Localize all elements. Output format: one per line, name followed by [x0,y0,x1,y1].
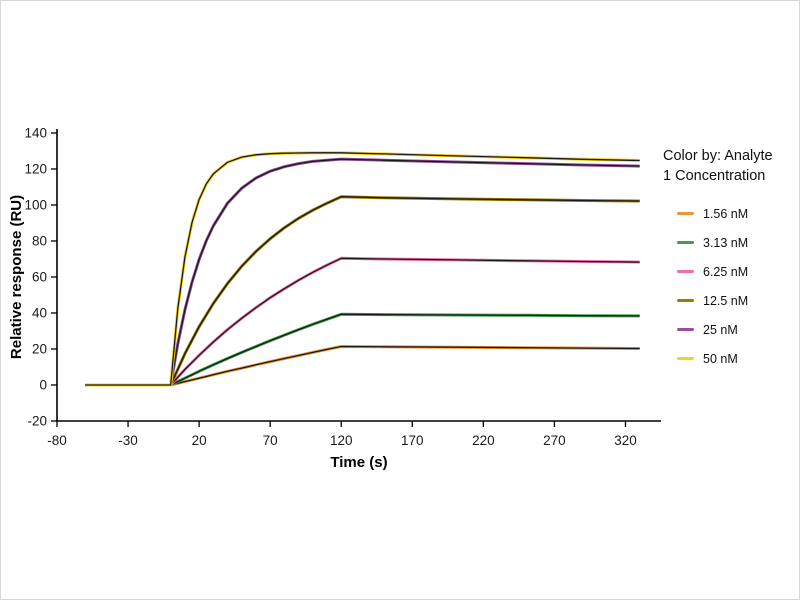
legend-item: 1.56 nM [663,199,799,228]
legend-swatch [677,211,694,216]
series-line-3.13-nM [85,312,640,387]
legend: Color by: Analyte 1 Concentration 1.56 n… [663,147,799,373]
legend-title: Color by: Analyte 1 Concentration [663,147,799,186]
y-tick-label: 100 [24,198,47,213]
legend-title-line2: 1 Concentration [663,167,766,184]
legend-label: 3.13 nM [703,235,749,250]
series-line-1.56-nM [85,345,640,387]
series-line-6.25-nM [85,256,640,387]
legend-item: 25 nM [663,315,799,344]
legend-swatch [677,356,694,361]
y-tick-label: 20 [32,342,47,357]
x-axis-title: Time (s) [330,454,387,471]
x-tick-label: 70 [263,433,278,448]
legend-swatch [677,327,694,332]
legend-label: 1.56 nM [703,206,749,221]
x-tick-label: 20 [192,433,207,448]
legend-swatch [677,240,694,245]
legend-title-line1: Color by: Analyte [663,148,773,164]
x-tick-label: 170 [401,433,424,448]
fit-line-6.25-nM [85,257,640,386]
fit-line-25-nM [85,158,640,386]
legend-label: 6.25 nM [703,264,749,279]
x-tick-label: -80 [47,433,67,448]
fit-line-12.5-nM [85,196,640,386]
y-tick-label: 0 [39,378,47,393]
legend-label: 25 nM [703,322,738,337]
fit-line-50-nM [85,152,640,386]
x-tick-label: 220 [472,433,495,448]
legend-item: 50 nM [663,344,799,373]
legend-label: 50 nM [703,351,738,366]
legend-swatch [677,269,694,274]
fit-line-3.13-nM [85,313,640,386]
legend-swatch [677,298,694,303]
y-tick-label: 120 [24,162,47,177]
legend-item: 6.25 nM [663,257,799,286]
series-line-25-nM [85,157,640,387]
x-tick-label: 120 [330,433,353,448]
legend-item: 12.5 nM [663,286,799,315]
y-tick-label: 80 [32,234,47,249]
legend-item: 3.13 nM [663,228,799,257]
y-tick-label: 40 [32,306,47,321]
y-axis-title: Relative response (RU) [8,195,25,359]
legend-item-list: 1.56 nM 3.13 nM 6.25 nM 12.5 nM 25 nM 50 nM [663,199,799,373]
series-line-12.5-nM [85,195,640,387]
x-tick-label: 270 [543,433,566,448]
x-tick-label: -30 [118,433,138,448]
series-line-50-nM [85,151,640,387]
fit-line-1.56-nM [85,345,640,386]
legend-label: 12.5 nM [703,293,749,308]
y-tick-label: -20 [27,414,47,429]
x-tick-label: 320 [614,433,637,448]
y-tick-label: 140 [24,126,47,141]
y-tick-label: 60 [32,270,47,285]
